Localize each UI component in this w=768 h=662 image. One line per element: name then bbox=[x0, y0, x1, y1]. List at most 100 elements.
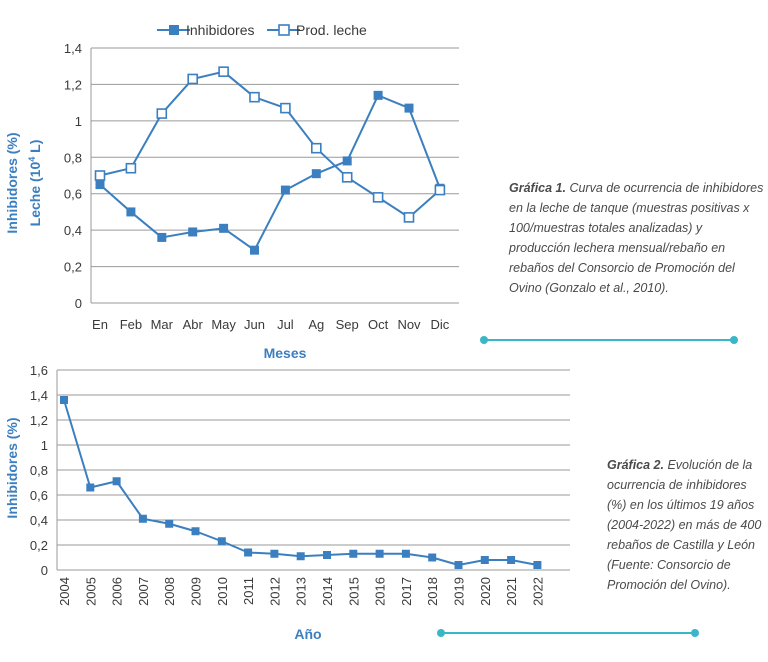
chart-1-x-axis-title: Meses bbox=[264, 345, 307, 361]
data-point-filled-square bbox=[165, 519, 174, 528]
y-tick-label: 0,2 bbox=[64, 260, 82, 275]
caption-grafica-1: Gráfica 1. Curva de ocurrencia de inhibi… bbox=[509, 178, 765, 298]
y-tick-label: 1,4 bbox=[30, 388, 48, 403]
x-tick-label: 2005 bbox=[83, 577, 98, 606]
data-point-open-square bbox=[94, 170, 106, 181]
x-tick-label: 2011 bbox=[241, 577, 256, 605]
y-tick-label: 0,6 bbox=[30, 488, 48, 503]
data-point-filled-square bbox=[138, 514, 147, 523]
x-tick-label: 2019 bbox=[452, 577, 467, 606]
data-point-filled-square bbox=[250, 245, 259, 255]
y-tick-label: 0,4 bbox=[64, 223, 82, 238]
chart-1-y-axis-title-line1: Inhibidores (%) bbox=[4, 132, 20, 233]
x-tick-label: 2014 bbox=[320, 577, 335, 606]
y-tick-label: 0,8 bbox=[30, 463, 48, 478]
x-tick-label: 2010 bbox=[215, 577, 230, 606]
data-point-filled-square bbox=[480, 556, 489, 564]
x-tick-label: 2009 bbox=[189, 577, 204, 606]
data-point-filled-square bbox=[95, 180, 105, 190]
y-tick-label: 0,8 bbox=[64, 150, 82, 165]
data-point-filled-square bbox=[60, 396, 68, 404]
caption-grafica-1-text: Curva de ocurrencia de inhibidores en la… bbox=[509, 181, 764, 295]
x-tick-label: 2021 bbox=[504, 577, 519, 606]
chart-2-lines bbox=[63, 399, 538, 566]
legend-inhibidores-marker bbox=[169, 25, 179, 35]
data-point-filled-square bbox=[375, 549, 384, 558]
x-tick-label: Nov bbox=[397, 317, 421, 332]
chart-2-x-axis-title: Año bbox=[294, 626, 321, 642]
caption-grafica-1-title: Gráfica 1. bbox=[509, 181, 566, 195]
data-point-filled-square bbox=[428, 553, 437, 562]
y-tick-label: 1,2 bbox=[64, 77, 82, 92]
caption-1-rule bbox=[480, 336, 738, 344]
data-point-filled-square bbox=[219, 223, 229, 233]
x-tick-label: Feb bbox=[120, 317, 142, 332]
y-tick-label: 0,2 bbox=[30, 538, 48, 553]
x-tick-label: May bbox=[211, 317, 236, 332]
x-tick-label: 2020 bbox=[478, 577, 493, 606]
chart-1: 0 0,2 0,4 0,6 0,8 1 1,2 1,4 En Feb Mar Abr May Jun Ju… bbox=[4, 22, 459, 361]
data-point-filled-square bbox=[157, 232, 167, 242]
y-tick-label: 0,6 bbox=[64, 187, 82, 202]
data-point-open-square bbox=[341, 172, 353, 183]
data-point-open-square bbox=[125, 162, 137, 174]
data-point-open-square bbox=[156, 108, 168, 119]
data-point-filled-square bbox=[454, 561, 463, 569]
data-point-open-square bbox=[218, 66, 229, 77]
data-point-filled-square bbox=[401, 549, 410, 558]
chart-2-y-ticks: 0 0,2 0,4 0,6 0,8 1 1,2 1,4 1,6 bbox=[30, 363, 48, 578]
chart-2-grid bbox=[56, 369, 570, 571]
x-tick-label: Abr bbox=[183, 317, 204, 332]
rule-dot bbox=[691, 629, 699, 637]
x-tick-label: 2022 bbox=[530, 577, 545, 606]
chart-1-y-axis-title-line2: Leche (104 L) bbox=[27, 140, 43, 227]
chart-1-markers bbox=[94, 66, 446, 255]
chart-2-y-axis-title: Inhibidores (%) bbox=[4, 417, 20, 518]
chart-1-legend: Inhibidores Prod. leche bbox=[157, 22, 367, 38]
chart-2-x-ticks: 2004 2005 2006 2007 2008 2009 2010 2011 2012 2013… bbox=[57, 577, 545, 606]
x-tick-label: 2015 bbox=[346, 577, 361, 606]
rule-dot bbox=[730, 336, 738, 344]
chart-1-grid bbox=[90, 47, 459, 304]
caption-grafica-2: Gráfica 2. Evolución de la ocurrencia de… bbox=[607, 455, 765, 595]
series-line-inhibidores bbox=[99, 94, 441, 252]
x-tick-label: Dic bbox=[431, 317, 450, 332]
series-line-prod-leche bbox=[99, 70, 441, 219]
data-point-filled-square bbox=[244, 548, 253, 557]
x-tick-label: 2012 bbox=[267, 577, 282, 606]
data-point-open-square bbox=[403, 212, 415, 223]
data-point-filled-square bbox=[373, 90, 383, 100]
x-tick-label: Ag bbox=[308, 317, 324, 332]
legend-leche-label: Prod. leche bbox=[296, 22, 367, 38]
data-point-filled-square bbox=[217, 537, 226, 546]
data-point-filled-square bbox=[86, 483, 95, 492]
x-tick-label: 2008 bbox=[162, 577, 177, 606]
legend-leche-marker bbox=[278, 24, 290, 36]
data-point-filled-square bbox=[404, 103, 414, 113]
caption-2-rule bbox=[437, 629, 699, 637]
data-point-open-square bbox=[434, 184, 446, 196]
rule-dot bbox=[480, 336, 488, 344]
data-point-filled-square bbox=[112, 477, 121, 486]
chart-1-lines bbox=[99, 70, 441, 252]
data-point-filled-square bbox=[323, 551, 331, 559]
chart-1-x-ticks: En Feb Mar Abr May Jun Jul Ag Sep Oct Nov Dic bbox=[92, 317, 450, 332]
chart-1-y-ticks: 0 0,2 0,4 0,6 0,8 1 1,2 1,4 bbox=[64, 41, 82, 311]
legend-inhibidores-label: Inhibidores bbox=[186, 22, 255, 38]
y-tick-label: 1 bbox=[75, 114, 82, 129]
data-point-filled-square bbox=[296, 552, 305, 561]
x-tick-label: Jun bbox=[244, 317, 265, 332]
x-tick-label: Mar bbox=[151, 317, 174, 332]
y-tick-label: 0 bbox=[41, 563, 48, 578]
data-point-filled-square bbox=[126, 207, 136, 217]
rule-dot bbox=[437, 629, 445, 637]
x-tick-label: 2016 bbox=[373, 577, 388, 606]
caption-grafica-2-text: Evolución de la ocurrencia de inhibidore… bbox=[607, 458, 762, 592]
data-point-filled-square bbox=[270, 549, 279, 558]
data-point-filled-square bbox=[311, 169, 321, 179]
y-tick-label: 1,6 bbox=[30, 363, 48, 378]
data-point-open-square bbox=[187, 73, 198, 85]
data-point-filled-square bbox=[342, 156, 352, 166]
x-tick-label: 2006 bbox=[110, 577, 125, 606]
